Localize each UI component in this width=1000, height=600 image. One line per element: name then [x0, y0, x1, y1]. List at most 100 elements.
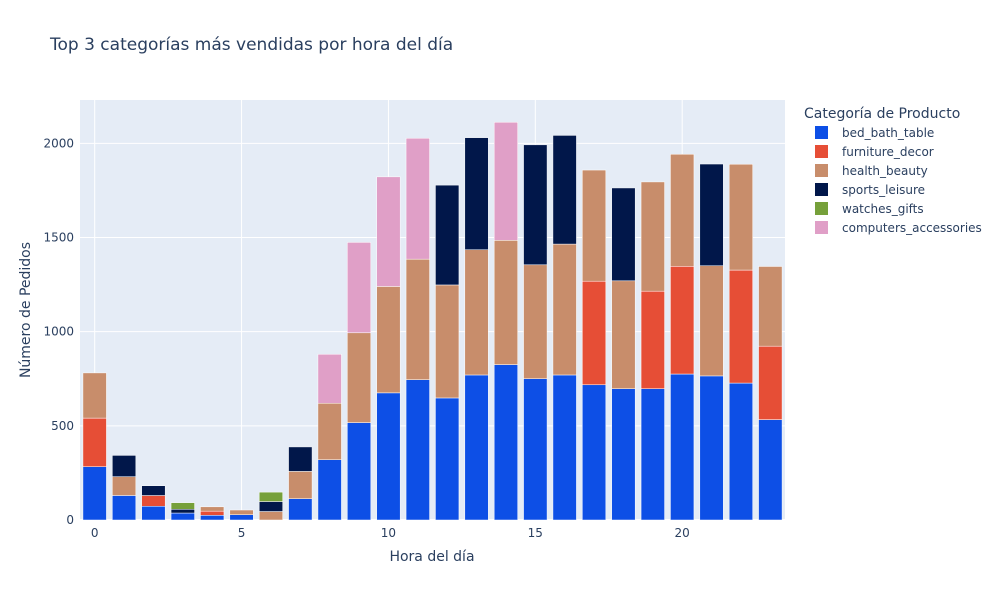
bar-sports_leisure[interactable]	[523, 144, 548, 266]
bar-health_beauty[interactable]	[728, 163, 753, 271]
bar-bed_bath_table[interactable]	[758, 419, 783, 521]
bar-bed_bath_table[interactable]	[170, 512, 195, 521]
bar-bed_bath_table[interactable]	[317, 459, 342, 521]
x-tick-label: 15	[528, 526, 543, 540]
bar-bed_bath_table[interactable]	[229, 514, 254, 521]
legend-item-furniture_decor[interactable]: furniture_decor	[815, 145, 934, 159]
bar-sports_leisure[interactable]	[112, 455, 137, 477]
bar-health_beauty[interactable]	[699, 265, 724, 377]
bar-furniture_decor[interactable]	[728, 269, 753, 384]
bar-furniture_decor[interactable]	[141, 495, 166, 507]
bar-sports_leisure[interactable]	[288, 446, 313, 472]
bar-sports_leisure[interactable]	[611, 187, 636, 282]
legend-item-sports_leisure[interactable]: sports_leisure	[815, 183, 925, 197]
bar-furniture_decor[interactable]	[582, 280, 607, 386]
bar-health_beauty[interactable]	[670, 153, 695, 267]
bar-computers_accessories[interactable]	[405, 137, 430, 260]
legend-title: Categoría de Producto	[804, 106, 960, 122]
bar-health_beauty[interactable]	[112, 476, 137, 496]
bar-health_beauty[interactable]	[611, 280, 636, 389]
bar-furniture_decor[interactable]	[758, 345, 783, 420]
bar-bed_bath_table[interactable]	[347, 422, 372, 521]
y-tick-label: 0	[66, 513, 74, 527]
bar-health_beauty[interactable]	[405, 258, 430, 380]
bar-bed_bath_table[interactable]	[112, 495, 137, 521]
bar-health_beauty[interactable]	[317, 402, 342, 460]
bar-computers_accessories[interactable]	[376, 176, 401, 287]
bar-furniture_decor[interactable]	[82, 417, 107, 467]
bar-health_beauty[interactable]	[493, 240, 518, 365]
bar-health_beauty[interactable]	[464, 249, 489, 376]
plot-background	[80, 100, 785, 520]
legend-swatch	[815, 164, 828, 177]
x-axis-title: Hora del día	[389, 549, 474, 565]
legend-label: bed_bath_table	[842, 126, 934, 140]
bar-computers_accessories[interactable]	[493, 121, 518, 241]
bar-health_beauty[interactable]	[82, 372, 107, 419]
y-tick-label: 500	[51, 419, 74, 433]
bar-health_beauty[interactable]	[640, 181, 665, 292]
legend-label: sports_leisure	[842, 183, 925, 197]
bar-health_beauty[interactable]	[552, 243, 577, 376]
bar-bed_bath_table[interactable]	[376, 392, 401, 521]
legend-item-computers_accessories[interactable]: computers_accessories	[815, 221, 982, 235]
y-tick-label: 1000	[43, 325, 74, 339]
bar-bed_bath_table[interactable]	[582, 384, 607, 521]
bar-health_beauty[interactable]	[229, 509, 254, 515]
bar-health_beauty[interactable]	[347, 332, 372, 423]
bar-computers_accessories[interactable]	[317, 354, 342, 404]
bar-furniture_decor[interactable]	[640, 290, 665, 389]
bar-watches_gifts[interactable]	[258, 491, 283, 502]
bar-bed_bath_table[interactable]	[200, 515, 225, 521]
bar-health_beauty[interactable]	[582, 169, 607, 282]
legend-item-bed_bath_table[interactable]: bed_bath_table	[815, 126, 934, 140]
bar-bed_bath_table[interactable]	[141, 506, 166, 521]
legend-label: computers_accessories	[842, 221, 982, 235]
bar-bed_bath_table[interactable]	[728, 382, 753, 521]
bar-bed_bath_table[interactable]	[493, 364, 518, 521]
y-axis-ticks: 0 500 1000 1500 2000	[43, 136, 74, 527]
bar-computers_accessories[interactable]	[347, 242, 372, 334]
bar-bed_bath_table[interactable]	[523, 378, 548, 521]
bar-furniture_decor[interactable]	[670, 266, 695, 375]
legend-swatch	[815, 202, 828, 215]
bar-bed_bath_table[interactable]	[288, 498, 313, 521]
bar-sports_leisure[interactable]	[464, 137, 489, 250]
legend[interactable]: bed_bath_table furniture_decor health_beau…	[815, 126, 982, 235]
legend-swatch	[815, 221, 828, 234]
bar-bed_bath_table[interactable]	[699, 375, 724, 521]
bar-sports_leisure[interactable]	[435, 184, 460, 286]
legend-swatch	[815, 145, 828, 158]
bars[interactable]	[82, 121, 783, 521]
y-tick-label: 1500	[43, 230, 74, 244]
legend-label: furniture_decor	[842, 145, 934, 159]
bar-health_beauty[interactable]	[288, 471, 313, 499]
bar-furniture_decor[interactable]	[200, 510, 225, 516]
legend-item-watches_gifts[interactable]: watches_gifts	[815, 202, 924, 216]
legend-swatch	[815, 183, 828, 196]
bar-health_beauty[interactable]	[200, 506, 225, 512]
bar-sports_leisure[interactable]	[699, 163, 724, 266]
bar-health_beauty[interactable]	[258, 511, 283, 521]
bar-bed_bath_table[interactable]	[640, 388, 665, 521]
bar-sports_leisure[interactable]	[552, 135, 577, 245]
bar-sports_leisure[interactable]	[141, 485, 166, 496]
bar-health_beauty[interactable]	[376, 286, 401, 394]
bar-bed_bath_table[interactable]	[670, 373, 695, 521]
bar-sports_leisure[interactable]	[258, 501, 283, 512]
bar-bed_bath_table[interactable]	[464, 374, 489, 521]
bar-health_beauty[interactable]	[523, 264, 548, 379]
bar-health_beauty[interactable]	[758, 266, 783, 347]
bar-health_beauty[interactable]	[435, 284, 460, 399]
chart-title: Top 3 categorías más vendidas por hora d…	[49, 35, 453, 55]
bar-sports_leisure[interactable]	[170, 509, 195, 514]
bar-bed_bath_table[interactable]	[405, 379, 430, 521]
bar-bed_bath_table[interactable]	[435, 397, 460, 521]
bar-bed_bath_table[interactable]	[82, 466, 107, 521]
legend-item-health_beauty[interactable]: health_beauty	[815, 164, 928, 178]
legend-label: health_beauty	[842, 164, 928, 178]
bar-bed_bath_table[interactable]	[552, 374, 577, 521]
bar-bed_bath_table[interactable]	[611, 388, 636, 521]
bar-watches_gifts[interactable]	[170, 502, 195, 510]
